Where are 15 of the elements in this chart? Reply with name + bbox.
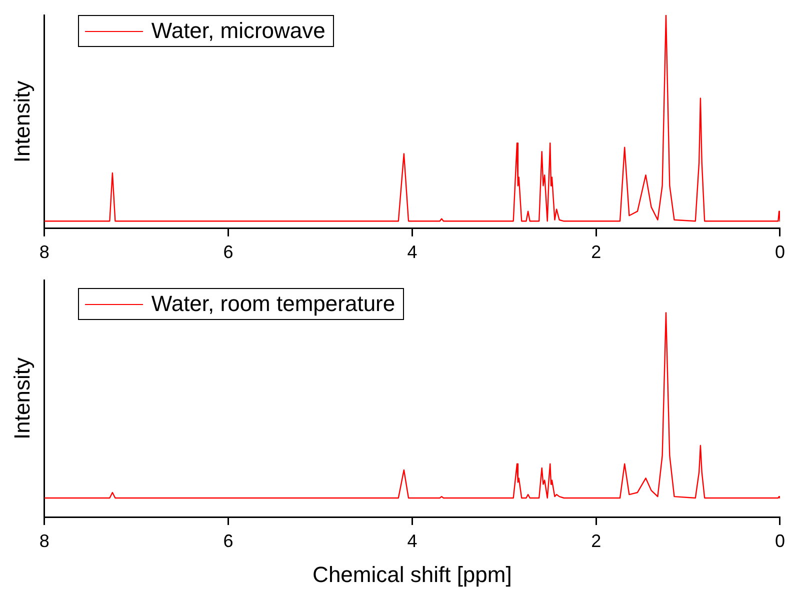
y-axis-title: Intensity xyxy=(9,80,34,163)
x-tick-label: 4 xyxy=(407,530,418,551)
legend-label: Water, room temperature xyxy=(151,291,396,317)
x-tick-label: 6 xyxy=(223,530,234,551)
x-tick-label: 8 xyxy=(39,242,50,262)
x-tick-label: 2 xyxy=(591,242,602,262)
y-axis-title: Intensity xyxy=(9,358,34,440)
x-axis-title: Chemical shift [ppm] xyxy=(312,562,512,587)
x-tick-label: 0 xyxy=(774,530,785,551)
x-tick-label: 0 xyxy=(774,242,785,262)
legend-label: Water, microwave xyxy=(151,18,326,44)
x-tick-label: 6 xyxy=(223,242,234,262)
x-tick-label: 8 xyxy=(39,530,50,551)
x-tick-label: 4 xyxy=(407,242,418,262)
x-tick-label: 2 xyxy=(591,530,602,551)
